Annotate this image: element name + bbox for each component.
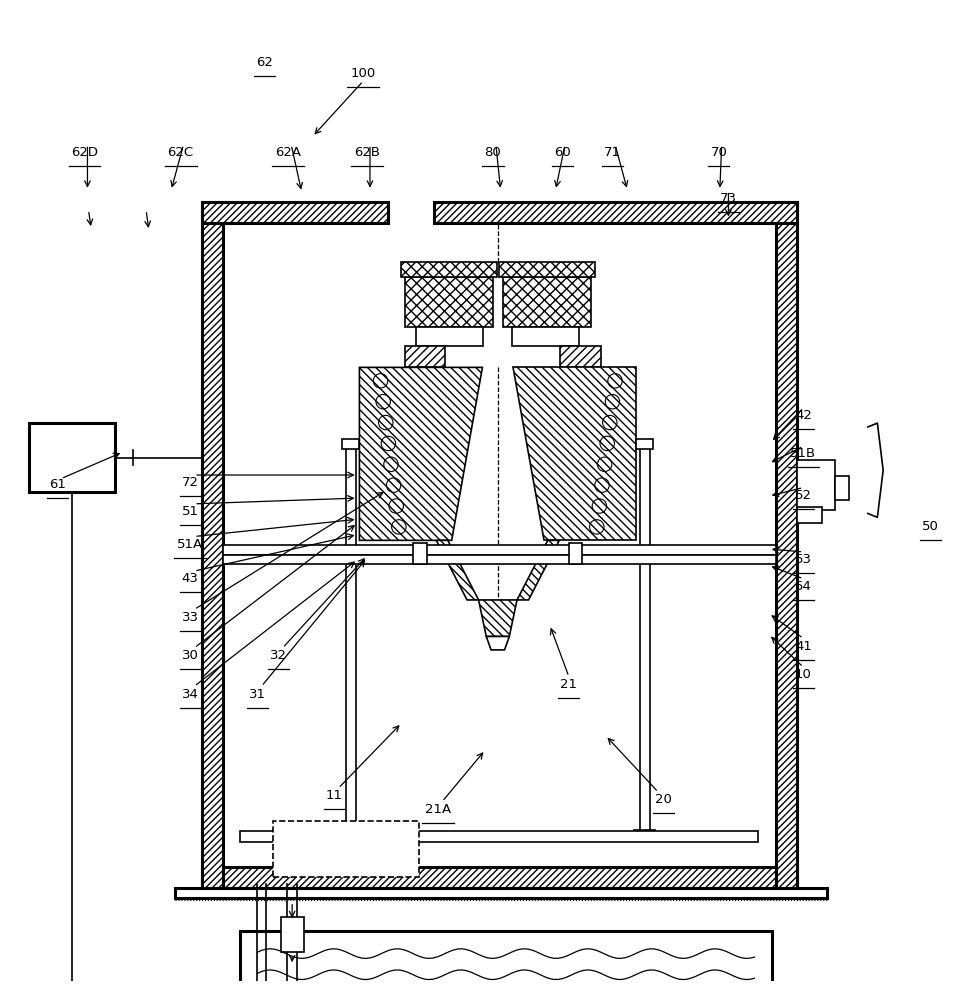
- Text: 42: 42: [795, 409, 812, 422]
- Bar: [560, 346, 601, 367]
- Polygon shape: [486, 636, 509, 650]
- Bar: [569, 543, 582, 564]
- Bar: [342, 439, 359, 449]
- Bar: [340, 830, 361, 841]
- Polygon shape: [436, 540, 479, 600]
- Text: 62D: 62D: [71, 146, 98, 159]
- Bar: [634, 830, 655, 841]
- Text: 33: 33: [182, 611, 199, 624]
- Polygon shape: [401, 262, 497, 277]
- Bar: [797, 460, 835, 510]
- Bar: [636, 439, 653, 449]
- Text: 32: 32: [270, 649, 287, 662]
- Bar: [240, 831, 758, 842]
- Text: 54: 54: [795, 580, 812, 593]
- Bar: [776, 202, 797, 888]
- Bar: [416, 327, 483, 346]
- Bar: [175, 888, 827, 898]
- Text: 73: 73: [720, 192, 737, 205]
- Polygon shape: [405, 277, 493, 327]
- Text: 100: 100: [351, 67, 376, 80]
- Polygon shape: [503, 277, 591, 327]
- Bar: [640, 444, 650, 841]
- Bar: [202, 202, 223, 888]
- Text: 72: 72: [182, 476, 199, 489]
- Text: 11: 11: [326, 789, 343, 802]
- Bar: [202, 867, 797, 888]
- Polygon shape: [513, 367, 636, 540]
- Text: 31: 31: [249, 688, 266, 701]
- Text: 10: 10: [795, 668, 812, 681]
- Text: 51A: 51A: [177, 538, 204, 551]
- Bar: [434, 202, 797, 223]
- Text: 41: 41: [795, 640, 812, 653]
- Text: 51: 51: [182, 505, 199, 518]
- Polygon shape: [499, 262, 595, 277]
- Text: 62C: 62C: [167, 146, 194, 159]
- Bar: [223, 545, 776, 555]
- Bar: [835, 476, 849, 500]
- Bar: [797, 507, 822, 523]
- Text: 50: 50: [922, 520, 939, 533]
- Text: 60: 60: [554, 146, 571, 159]
- Text: 71: 71: [604, 146, 621, 159]
- Text: 62A: 62A: [275, 146, 302, 159]
- Bar: [281, 917, 304, 952]
- Text: 62B: 62B: [354, 146, 381, 159]
- Text: 52: 52: [795, 489, 812, 502]
- Text: 34: 34: [182, 688, 199, 701]
- Bar: [240, 931, 772, 1000]
- Text: 70: 70: [710, 146, 727, 159]
- Text: 61: 61: [49, 478, 66, 491]
- Polygon shape: [479, 600, 517, 636]
- Bar: [273, 821, 419, 877]
- Text: 62: 62: [256, 56, 273, 69]
- Text: 30: 30: [182, 649, 199, 662]
- Bar: [29, 423, 115, 492]
- Text: 20: 20: [654, 793, 672, 806]
- Text: 53: 53: [795, 553, 812, 566]
- Text: 21A: 21A: [425, 803, 452, 816]
- Text: 80: 80: [484, 146, 502, 159]
- Bar: [413, 543, 427, 564]
- Polygon shape: [359, 367, 482, 540]
- Bar: [346, 444, 356, 841]
- Polygon shape: [517, 540, 559, 600]
- Text: 43: 43: [182, 572, 199, 585]
- Bar: [512, 327, 579, 346]
- Bar: [202, 202, 388, 223]
- Text: 51B: 51B: [790, 447, 817, 460]
- Bar: [223, 555, 776, 564]
- Text: 21: 21: [560, 678, 578, 691]
- Bar: [405, 346, 445, 367]
